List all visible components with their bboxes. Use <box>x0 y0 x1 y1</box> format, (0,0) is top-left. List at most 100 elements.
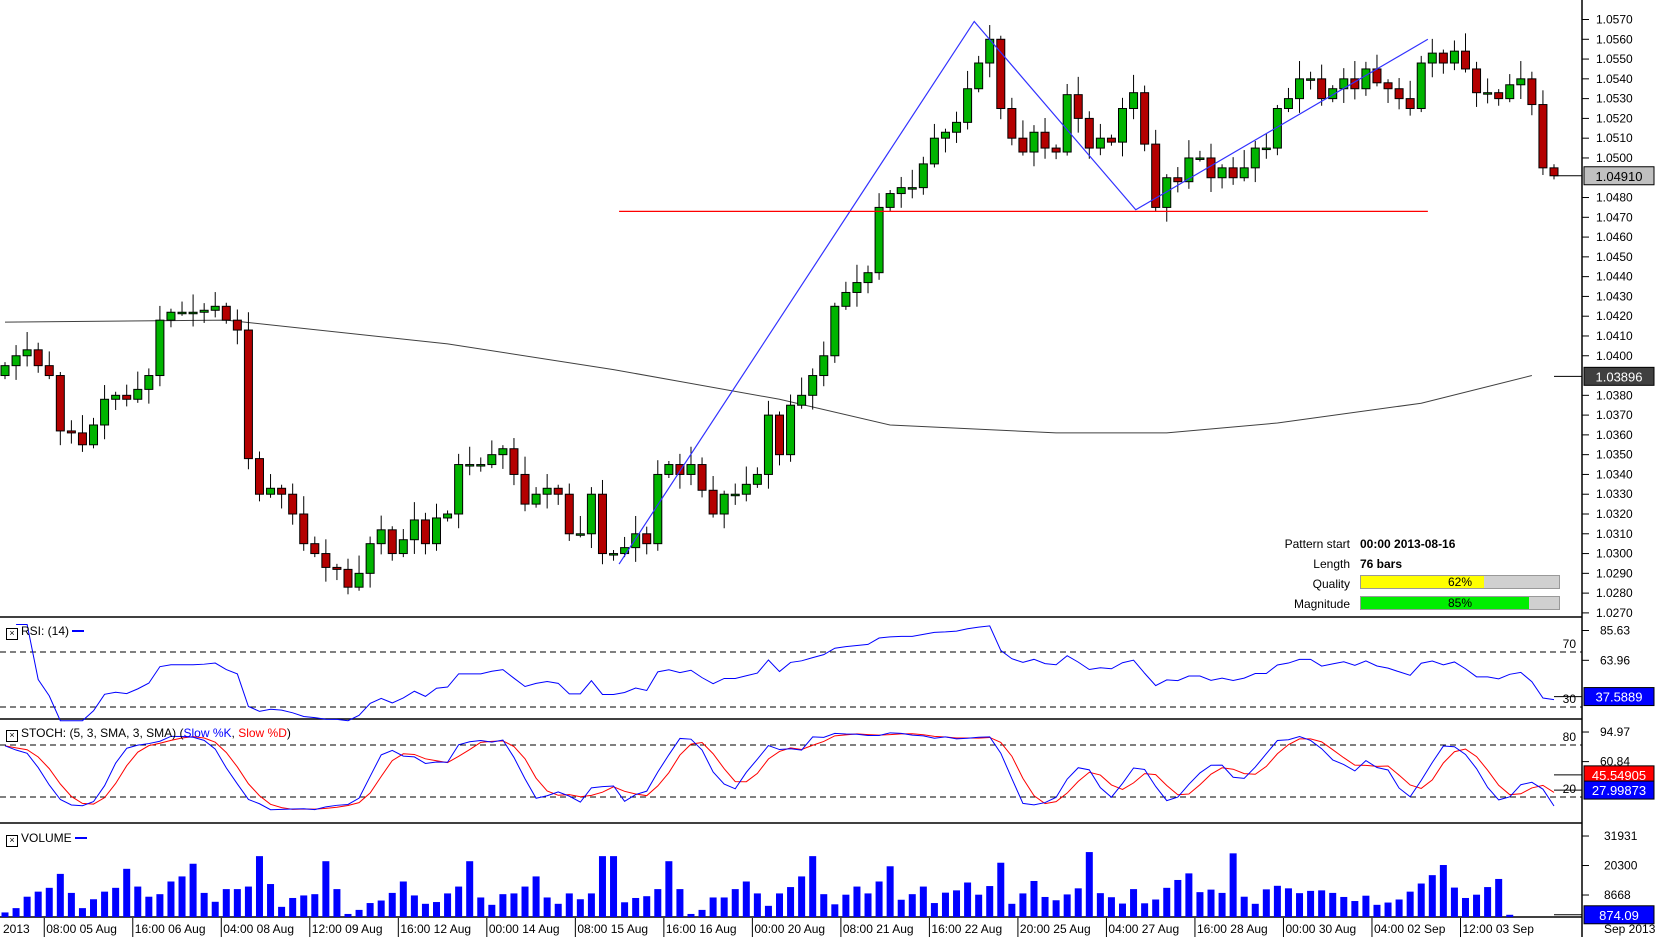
price-tick-label: 1.0520 <box>1596 111 1633 125</box>
rsi-title: × RSI: (14) <box>6 624 85 640</box>
candle-up <box>896 187 906 195</box>
stoch-close-icon[interactable]: × <box>6 730 18 742</box>
x-tick-label: 16:00 12 Aug <box>400 922 471 936</box>
candle-up <box>819 355 829 377</box>
volume-bar <box>1030 880 1038 917</box>
candle-up <box>11 355 21 367</box>
volume-title-text: VOLUME <box>21 831 72 845</box>
volume-bar <box>101 891 109 917</box>
volume-bar <box>1262 889 1270 917</box>
volume-bar <box>233 889 241 917</box>
current-price-label-box <box>1583 166 1655 186</box>
candle-up <box>1129 92 1139 110</box>
candle-down <box>1405 98 1415 110</box>
x-tick-label: 04:00 02 Sep <box>1374 922 1446 936</box>
candle-up <box>1328 88 1338 100</box>
volume-bar <box>200 892 208 917</box>
price-tick-label: 1.0310 <box>1596 527 1633 541</box>
candle-up <box>1117 108 1127 143</box>
candle-up <box>741 483 751 495</box>
candle-up <box>144 375 154 390</box>
candle-up <box>531 493 541 505</box>
volume-bar <box>112 887 120 917</box>
candle-up <box>376 529 386 545</box>
candle-down <box>708 489 718 515</box>
price-tick-label: 1.0570 <box>1596 13 1633 27</box>
candle-down <box>1140 92 1150 145</box>
candle-down <box>1527 78 1537 106</box>
price-tick-label: 1.0500 <box>1596 151 1633 165</box>
stoch-sep: , <box>231 726 239 740</box>
volume-bar <box>986 886 994 917</box>
volume-bar <box>941 892 949 917</box>
candle-down <box>1472 68 1482 94</box>
volume-bar <box>1052 900 1060 917</box>
price-tick-label: 1.0420 <box>1596 309 1633 323</box>
candle-up <box>0 365 10 377</box>
candle-up <box>100 398 110 426</box>
volume-bar <box>1439 865 1447 917</box>
volume-bar <box>643 896 651 917</box>
x-tick-label: 16:00 06 Aug <box>135 922 206 936</box>
candle-down <box>553 487 563 495</box>
candle-down <box>122 394 132 400</box>
volume-bar <box>919 886 927 917</box>
volume-bar <box>145 896 153 917</box>
candle-up <box>841 291 851 307</box>
candle-down <box>343 568 353 588</box>
candle-up <box>409 519 419 541</box>
quality-value: 62% <box>1447 575 1473 589</box>
x-tick-label: 08:00 05 Aug <box>46 922 117 936</box>
volume-bar <box>1473 894 1481 917</box>
volume-bar <box>621 902 629 917</box>
candle-up <box>1029 131 1039 153</box>
price-tick-label: 1.0350 <box>1596 448 1633 462</box>
candle-up <box>432 517 442 545</box>
candle-up <box>1427 52 1437 64</box>
stoch-k-label: Slow %K <box>183 726 232 740</box>
volume-bar <box>1240 896 1248 917</box>
volume-bar <box>189 863 197 917</box>
rsi-level-label: 70 <box>1563 637 1577 651</box>
candle-up <box>653 473 663 545</box>
volume-bar <box>687 913 695 917</box>
volume-close-icon[interactable]: × <box>6 835 18 847</box>
length-value: 76 bars <box>1360 557 1403 571</box>
stoch-level-label: 20 <box>1563 782 1577 796</box>
volume-bar <box>455 886 463 917</box>
candle-down <box>1460 50 1470 70</box>
volume-bar <box>975 894 983 917</box>
candle-down <box>697 464 707 491</box>
volume-bar <box>388 892 396 917</box>
volume-bar <box>222 889 230 917</box>
stoch-d-line <box>4 733 1555 810</box>
volume-bar <box>1041 896 1049 917</box>
stoch-k-current-label-box <box>1583 780 1655 800</box>
rsi-close-icon[interactable]: × <box>6 628 18 640</box>
candle-up <box>133 388 143 400</box>
volume-bar <box>742 881 750 917</box>
stoch-suffix: ) <box>286 726 291 740</box>
candle-up <box>266 487 276 495</box>
price-tick-label: 1.0430 <box>1596 289 1633 303</box>
volume-bar <box>178 876 186 917</box>
volume-bar <box>831 904 839 917</box>
candle-up <box>885 193 895 208</box>
volume-bar <box>1340 896 1348 917</box>
volume-bar <box>997 862 1005 917</box>
rsi-tick-label: 85.63 <box>1600 624 1630 638</box>
x-tick-label: 16:00 28 Aug <box>1197 922 1268 936</box>
pattern-info: Pattern start 00:00 2013-08-16 Length 76… <box>1230 535 1580 615</box>
pattern-start-label: Pattern start <box>1284 537 1350 551</box>
price-tick-label: 1.0270 <box>1596 606 1633 620</box>
volume-current-label-box <box>1583 905 1655 925</box>
volume-bar <box>1152 899 1160 917</box>
volume-bar <box>1019 893 1027 917</box>
volume-bar <box>587 893 595 917</box>
candle-up <box>631 533 641 549</box>
volume-bar <box>576 899 584 917</box>
candle-up <box>487 454 497 466</box>
volume-bar <box>1284 888 1292 917</box>
x-tick-label: 08:00 21 Aug <box>843 922 914 936</box>
candle-up <box>177 311 187 315</box>
